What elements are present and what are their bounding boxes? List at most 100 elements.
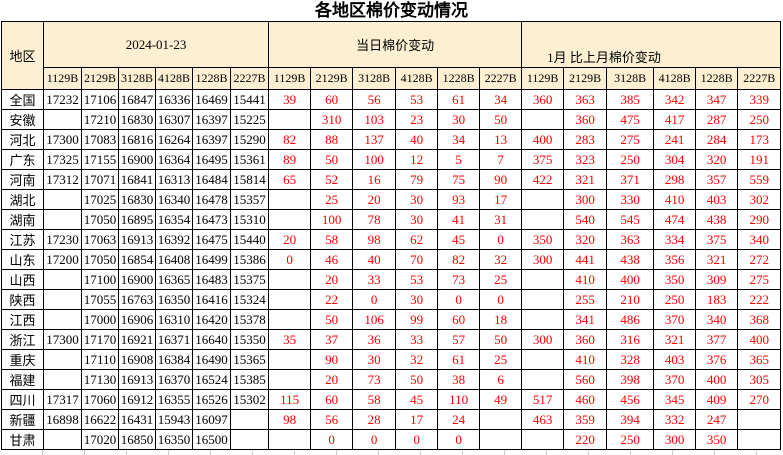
change-cell: 7 — [479, 149, 523, 170]
change-cell: 103 — [352, 109, 397, 130]
change-cell: 50 — [479, 109, 523, 130]
change-cell: 0 — [479, 289, 523, 310]
change-cell: 60 — [310, 389, 354, 410]
price-cell: 17200 — [43, 249, 82, 270]
table-row: 山西 17100 16900 16365 16483 15375 20 33 53 73 25 410… — [1, 269, 782, 290]
change-cell: 309 — [695, 269, 739, 290]
price-cell: 16900 — [118, 269, 156, 290]
change-cell: 90 — [479, 169, 523, 190]
change-cell: 37 — [310, 329, 354, 350]
price-cell: 15385 — [229, 369, 270, 390]
price-cell: 15814 — [229, 169, 270, 190]
change-cell: 220 — [563, 429, 608, 450]
change-cell: 30 — [395, 289, 439, 310]
change-cell: 460 — [563, 389, 608, 410]
change-cell: 304 — [653, 149, 697, 170]
cotton-price-table: 地区 2024-01-23 当日棉价变动 1月 比上月棉价变动 1129B 212… — [1, 21, 782, 450]
price-cell: 15386 — [229, 249, 270, 270]
change-cell: 32 — [395, 349, 439, 370]
region-cell: 湖北 — [1, 189, 44, 210]
price-cell: 15290 — [229, 129, 270, 150]
table-row: 湖北 17025 16830 16340 16478 15357 25 20 30 93 17 300… — [1, 189, 782, 210]
change-cell: 5 — [437, 149, 481, 170]
change-cell: 287 — [695, 109, 739, 130]
change-cell: 22 — [310, 289, 354, 310]
change-cell: 422 — [521, 169, 565, 190]
change-cell: 350 — [695, 429, 739, 450]
change-cell — [268, 109, 312, 130]
change-cell: 334 — [653, 229, 697, 250]
change-cell: 394 — [606, 409, 655, 430]
change-cell: 6 — [479, 369, 523, 390]
price-cell: 17325 — [43, 149, 82, 170]
change-cell: 321 — [695, 249, 739, 270]
change-cell: 53 — [395, 89, 439, 110]
region-column-header: 地区 — [1, 21, 44, 90]
change-cell: 34 — [479, 89, 523, 110]
price-cell: 16640 — [192, 329, 231, 350]
grade-column-header: 1129B — [43, 67, 82, 90]
change-cell: 330 — [606, 189, 655, 210]
change-cell: 441 — [563, 249, 608, 270]
grade-column-header: 2129B — [563, 67, 608, 90]
price-cell: 16850 — [118, 429, 156, 450]
change-cell: 400 — [695, 369, 739, 390]
price-cell — [43, 349, 82, 370]
grade-subheader-row: 1129B 2129B 3128B 4128B 1228B 2227B 1129B 2129B… — [2, 67, 782, 90]
change-cell: 0 — [310, 429, 354, 450]
change-cell: 53 — [395, 269, 439, 290]
change-cell — [479, 429, 523, 450]
group-header-monthly-change: 1月 比上月棉价变动 — [521, 21, 782, 68]
price-cell: 17000 — [81, 309, 119, 330]
price-cell: 16364 — [155, 149, 193, 170]
price-cell: 16921 — [118, 329, 156, 350]
price-cell: 16906 — [118, 309, 156, 330]
change-cell: 0 — [437, 429, 481, 450]
change-cell: 50 — [479, 329, 523, 350]
change-cell: 222 — [737, 289, 782, 310]
price-cell: 15375 — [229, 269, 270, 290]
price-cell: 17020 — [81, 429, 119, 450]
region-cell: 江西 — [1, 309, 44, 330]
grade-column-header: 3128B — [352, 67, 397, 90]
change-cell: 20 — [352, 189, 397, 210]
price-cell: 16307 — [155, 109, 193, 130]
change-cell: 560 — [563, 369, 608, 390]
change-cell: 241 — [653, 129, 697, 150]
change-cell: 365 — [737, 349, 782, 370]
change-cell — [521, 269, 565, 290]
change-cell: 39 — [268, 89, 312, 110]
region-cell: 山西 — [1, 269, 44, 290]
price-cell: 16340 — [155, 189, 193, 210]
change-cell: 320 — [695, 149, 739, 170]
price-cell: 16913 — [118, 229, 156, 250]
change-cell: 250 — [606, 429, 655, 450]
change-cell: 100 — [310, 209, 354, 230]
price-cell: 17210 — [81, 109, 119, 130]
change-cell: 350 — [521, 229, 565, 250]
price-cell: 16816 — [118, 129, 156, 150]
change-cell: 320 — [563, 229, 608, 250]
change-cell: 250 — [653, 289, 697, 310]
price-cell: 16350 — [155, 429, 193, 450]
region-cell: 浙江 — [1, 329, 44, 350]
price-cell: 16473 — [192, 209, 231, 230]
change-cell — [268, 309, 312, 330]
price-cell: 16490 — [192, 349, 231, 370]
change-cell: 0 — [437, 289, 481, 310]
change-cell: 300 — [521, 249, 565, 270]
change-cell: 376 — [695, 349, 739, 370]
change-cell: 255 — [563, 289, 608, 310]
price-cell: 16763 — [118, 289, 156, 310]
change-cell: 17 — [395, 409, 439, 430]
change-cell: 23 — [395, 109, 439, 130]
price-cell: 16354 — [155, 209, 193, 230]
grade-column-header: 2129B — [81, 67, 119, 90]
change-cell: 347 — [695, 89, 739, 110]
change-cell — [268, 289, 312, 310]
change-cell: 36 — [352, 329, 397, 350]
change-cell: 57 — [437, 329, 481, 350]
price-cell: 16478 — [192, 189, 231, 210]
change-cell: 49 — [479, 389, 523, 410]
change-cell: 360 — [521, 89, 565, 110]
